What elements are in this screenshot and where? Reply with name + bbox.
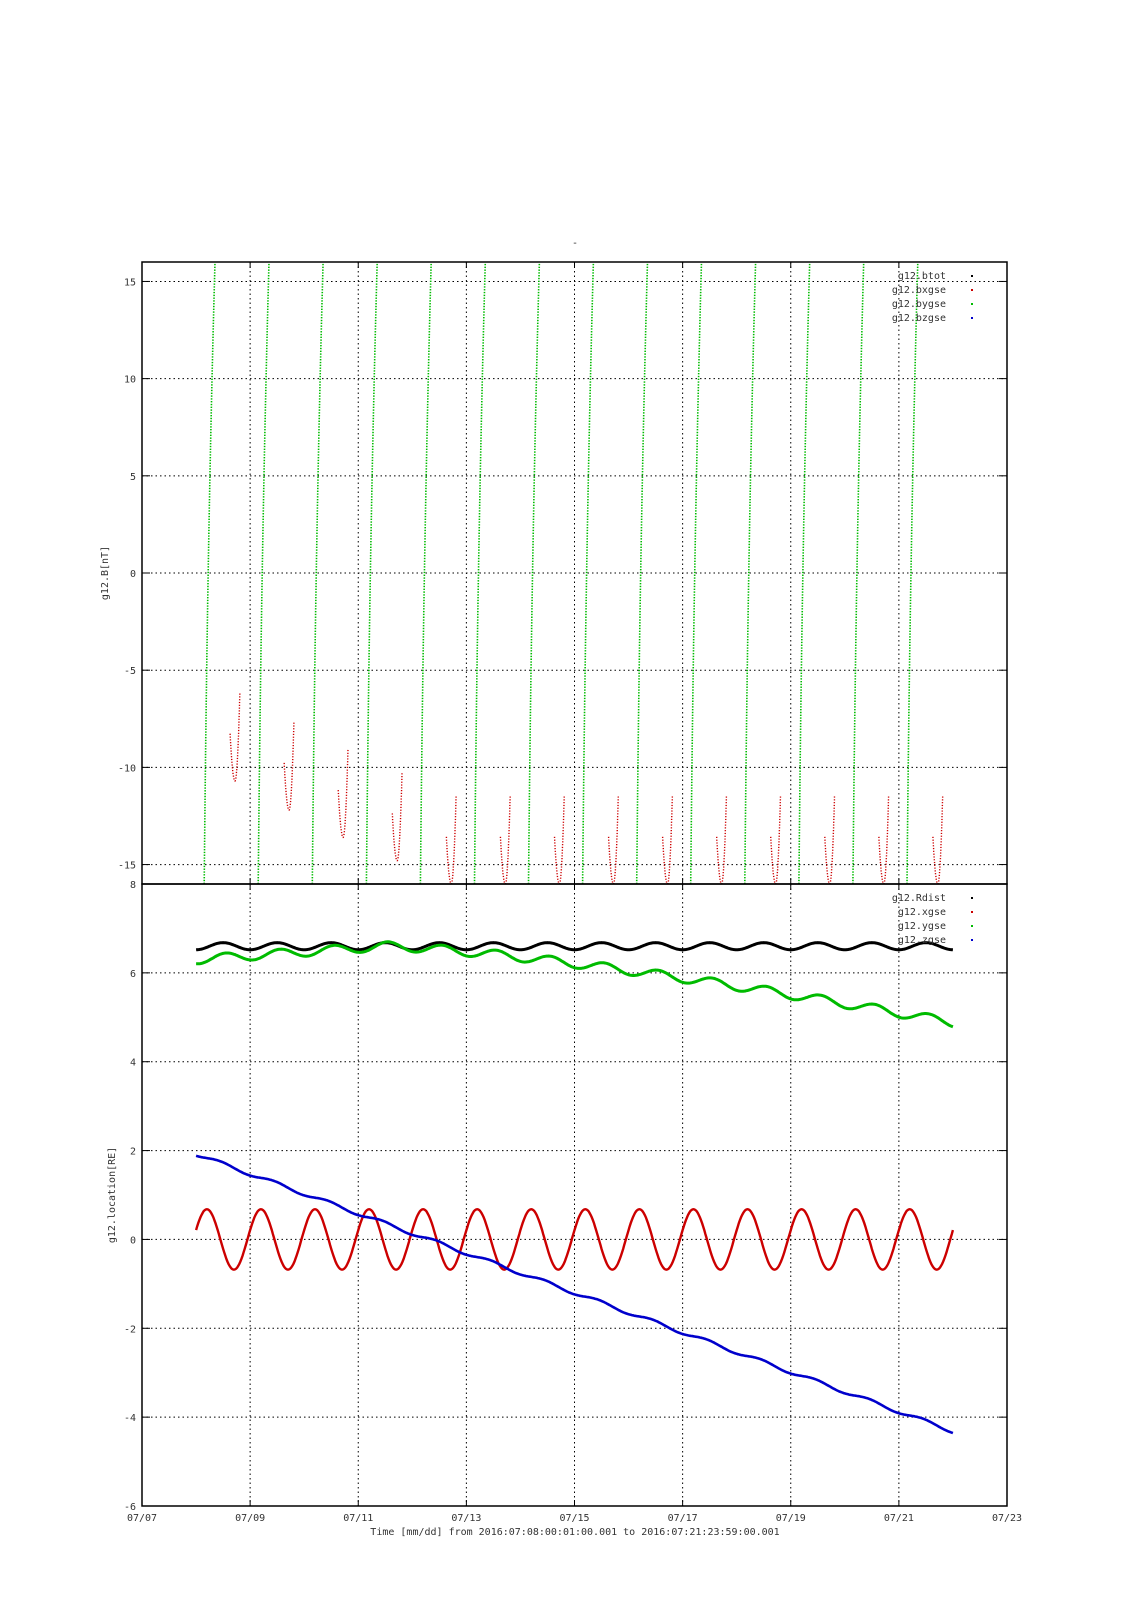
bygse-ramp <box>689 262 703 884</box>
bottom-legend-swatch <box>971 897 973 899</box>
bottom-legend-label: g12.Rdist <box>892 893 946 904</box>
top-ytick-label: 15 <box>124 277 136 288</box>
bygse-ramp <box>798 262 811 884</box>
bxgse-trough <box>283 721 295 811</box>
bottom-ytick-label: -6 <box>124 1502 136 1513</box>
bxgse-trough <box>878 795 890 884</box>
top-series-layer <box>203 262 944 884</box>
bxgse-trough <box>499 795 511 884</box>
bygse-ramp <box>419 262 432 884</box>
bxgse-trough <box>932 795 944 884</box>
xtick-label: 07/21 <box>884 1513 914 1524</box>
bottom-ytick-label: 8 <box>130 880 136 891</box>
top-legend-swatch <box>971 317 973 319</box>
bottom-plot-frame <box>141 883 1008 1507</box>
bygse-ramp <box>581 262 595 884</box>
bottom-legend-swatch <box>971 925 973 927</box>
bygse-ramp <box>365 262 378 884</box>
xtick-label: 07/13 <box>451 1513 481 1524</box>
bottom-ytick-label: 0 <box>130 1235 136 1246</box>
top-legend-label: g12.bxgse <box>892 285 946 296</box>
top-legend: g12.btot g12.bxgse g12.bygse g12.bzgse <box>892 271 973 324</box>
bxgse-trough <box>445 795 457 884</box>
bottom-ytick-label: -2 <box>124 1324 136 1335</box>
bygse-ramp <box>906 262 919 884</box>
xgse-line <box>194 1207 955 1271</box>
bygse-ramp <box>311 262 324 884</box>
zgse-line <box>195 1154 954 1435</box>
bxgse-trough <box>661 795 674 884</box>
top-ytick-label: -5 <box>124 666 136 677</box>
xtick-label: 07/11 <box>343 1513 373 1524</box>
xtick-label: 07/23 <box>992 1513 1022 1524</box>
bygse-ramp <box>852 262 865 884</box>
bottom-legend-label: g12.zgse <box>898 935 946 946</box>
bxgse-trough <box>716 795 728 884</box>
top-ytick-label: 10 <box>124 375 136 386</box>
bottom-legend-swatch <box>971 939 973 941</box>
bygse-ramp <box>473 262 487 884</box>
rdist-line <box>195 941 954 952</box>
bygse-ramp <box>527 262 541 884</box>
bottom-ytick-label: -4 <box>124 1413 136 1424</box>
xtick-label: 07/07 <box>127 1513 157 1524</box>
bygse-ramp <box>257 262 270 884</box>
bottom-ytick-label: 6 <box>130 969 136 980</box>
top-legend-swatch <box>971 303 973 305</box>
x-axis-label: Time [mm/dd] from 2016:07:08:00:01:00.00… <box>370 1527 779 1538</box>
top-legend-label: g12.bygse <box>892 299 946 310</box>
bottom-ylabel: g12.location[RE] <box>107 1147 118 1243</box>
bottom-legend-label: g12.ygse <box>898 921 946 932</box>
xtick-label: 07/15 <box>559 1513 589 1524</box>
bxgse-trough <box>391 772 403 862</box>
bottom-series <box>194 940 955 1435</box>
top-panel: -15 -10 -5 0 5 10 15 g12.B[nT] g12.btot g12.bxg… <box>100 261 1008 885</box>
bygse-ramp <box>744 262 757 884</box>
bottom-grid <box>141 883 1008 1507</box>
bxgse-trough <box>607 795 619 884</box>
top-ytick-label: -10 <box>118 763 136 774</box>
bygse-ramp <box>635 262 649 884</box>
bottom-ytick-label: 4 <box>130 1058 136 1069</box>
top-legend-swatch <box>971 275 973 277</box>
xtick-label: 07/19 <box>776 1513 806 1524</box>
top-ytick-label: 5 <box>130 472 136 483</box>
xtick-label: 07/09 <box>235 1513 265 1524</box>
top-ytick-label: 0 <box>130 569 136 580</box>
top-grid <box>141 262 1008 884</box>
bygse-ramp <box>203 262 216 884</box>
ygse-line <box>196 940 954 1029</box>
bottom-legend-label: g12.xgse <box>898 907 946 918</box>
bxgse-trough <box>824 795 836 884</box>
top-legend-label: g12.bzgse <box>892 313 946 324</box>
top-yticks: -15 -10 -5 0 5 10 15 <box>118 277 136 871</box>
top-legend-label: g12.btot <box>898 271 946 282</box>
bottom-legend-swatch <box>971 911 973 913</box>
bottom-xticks: 07/07 07/09 07/11 07/13 07/15 07/17 07/19 07/21… <box>127 1513 1022 1524</box>
bottom-yticks: -6 -4 -2 0 2 4 6 8 <box>124 880 136 1513</box>
top-series <box>203 262 944 884</box>
bxgse-trough <box>229 692 241 782</box>
top-ylabel: g12.B[nT] <box>100 546 111 600</box>
bxgse-trough <box>337 749 349 839</box>
top-ytick-label: -15 <box>118 861 136 872</box>
bottom-legend: g12.Rdist g12.xgse g12.ygse g12.zgse <box>892 893 973 946</box>
top-legend-swatch <box>971 289 973 291</box>
bottom-ytick-label: 2 <box>130 1147 136 1158</box>
bxgse-trough <box>553 795 565 884</box>
xtick-label: 07/17 <box>668 1513 698 1524</box>
figure-title: - <box>572 238 578 249</box>
bxgse-trough <box>770 795 782 884</box>
